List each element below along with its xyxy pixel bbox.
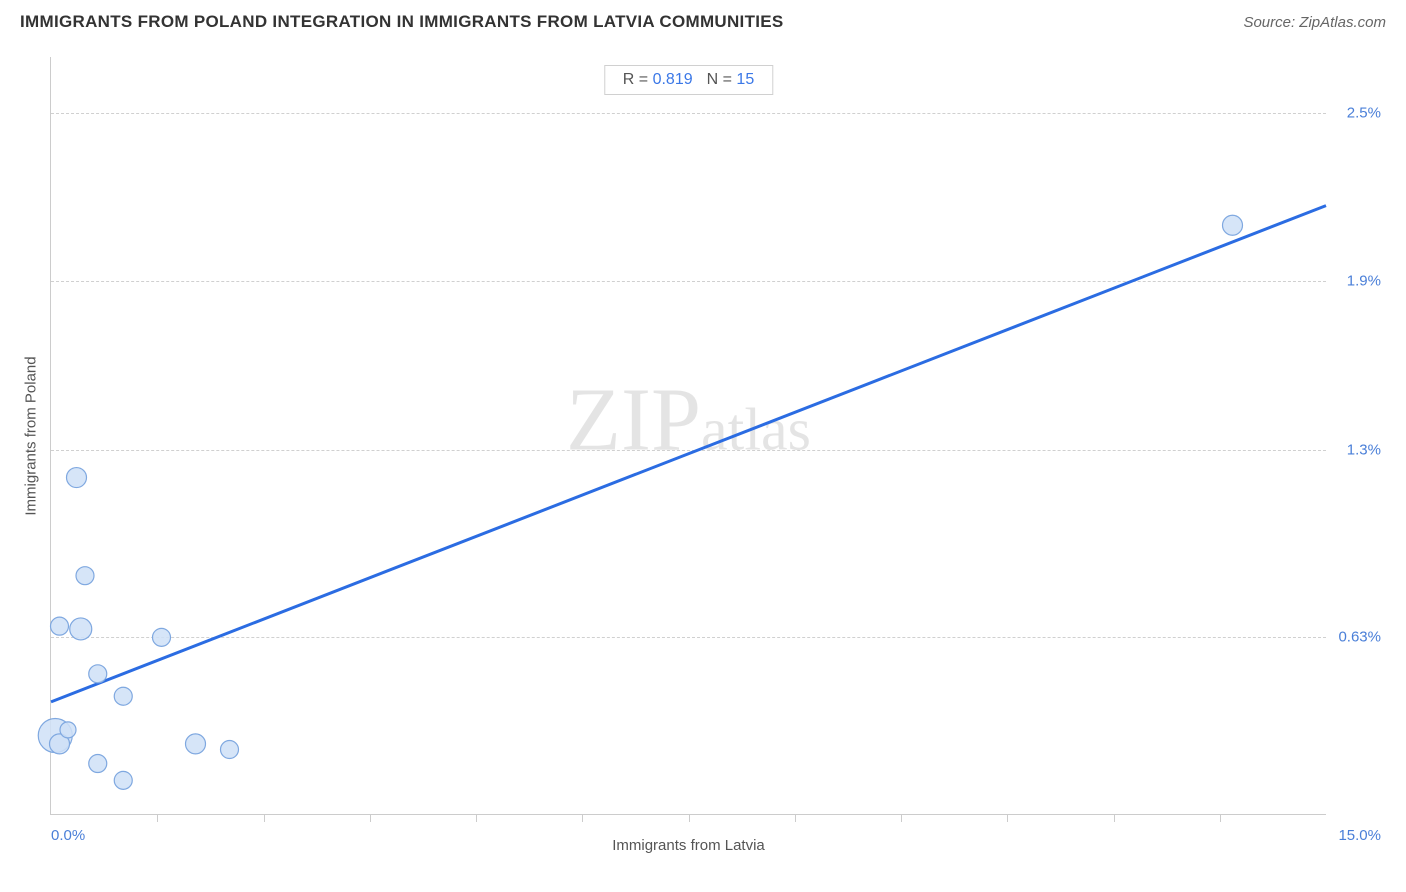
y-tick-label: 0.63%: [1338, 629, 1381, 646]
data-point: [221, 741, 239, 759]
x-tick: [795, 814, 796, 822]
data-point: [89, 665, 107, 683]
x-tick: [582, 814, 583, 822]
x-tick: [1220, 814, 1221, 822]
data-point: [60, 722, 76, 738]
y-tick-label: 1.9%: [1347, 273, 1381, 290]
data-point: [76, 567, 94, 585]
x-tick: [370, 814, 371, 822]
x-max-label: 15.0%: [1338, 827, 1381, 844]
y-axis-label: Immigrants from Poland: [23, 356, 40, 515]
x-tick: [1007, 814, 1008, 822]
chart-title: IMMIGRANTS FROM POLAND INTEGRATION IN IM…: [20, 12, 784, 32]
data-point: [153, 628, 171, 646]
data-point: [89, 755, 107, 773]
x-tick: [689, 814, 690, 822]
data-point: [51, 617, 69, 635]
y-tick-label: 2.5%: [1347, 105, 1381, 122]
n-label: N =: [707, 71, 737, 88]
n-value: 15: [736, 71, 754, 88]
r-label: R =: [623, 71, 653, 88]
chart-container: 0.63%1.3%1.9%2.5% ZIPatlas R = 0.819N = …: [20, 45, 1386, 875]
x-tick: [157, 814, 158, 822]
data-point: [186, 734, 206, 754]
chart-header: IMMIGRANTS FROM POLAND INTEGRATION IN IM…: [0, 0, 1406, 38]
source-label: Source: ZipAtlas.com: [1243, 14, 1386, 31]
scatter-svg: [51, 57, 1326, 814]
r-value: 0.819: [653, 71, 693, 88]
x-axis-label: Immigrants from Latvia: [612, 837, 765, 854]
data-point: [67, 468, 87, 488]
y-tick-label: 1.3%: [1347, 441, 1381, 458]
x-min-label: 0.0%: [51, 827, 85, 844]
x-tick: [901, 814, 902, 822]
data-point: [114, 687, 132, 705]
x-tick: [476, 814, 477, 822]
x-tick: [1114, 814, 1115, 822]
data-point: [70, 618, 92, 640]
data-point: [114, 771, 132, 789]
regression-line: [51, 206, 1326, 702]
x-tick: [264, 814, 265, 822]
plot-area: 0.63%1.3%1.9%2.5% ZIPatlas R = 0.819N = …: [50, 57, 1326, 815]
stats-box: R = 0.819 N = 15: [604, 65, 773, 95]
data-point: [1223, 215, 1243, 235]
